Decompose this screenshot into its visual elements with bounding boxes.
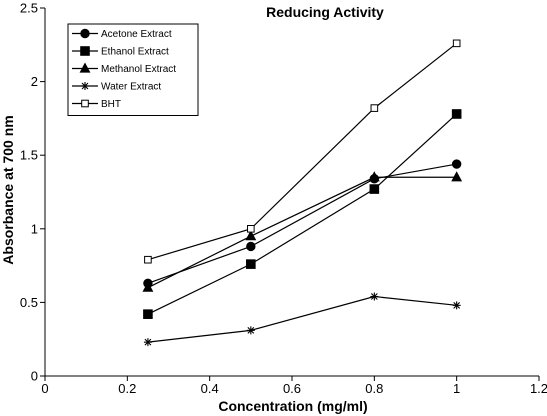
legend-marker-ethanol-extract — [80, 46, 90, 56]
series-line-ethanol-extract — [147, 113, 458, 315]
x-tick-label: 0 — [41, 381, 48, 396]
chart-title: Reducing Activity — [266, 4, 384, 20]
legend-label: Acetone Extract — [101, 29, 172, 40]
data-point-methanol-extract — [142, 281, 154, 292]
data-point-bht — [370, 104, 379, 112]
data-point-water-extract — [370, 292, 379, 301]
axes: 0 0.2 0.4 0.6 0.8 1 1.2 0 0.5 1 1.5 2 2.5 — [20, 1, 547, 397]
series-bht — [144, 39, 461, 264]
data-point-water-extract — [143, 338, 152, 347]
y-tick-label: 2.5 — [20, 1, 38, 16]
data-point-ethanol-extract — [143, 309, 153, 319]
series-methanol-extract — [142, 171, 463, 292]
legend-item-water-extract: Water Extract — [72, 82, 161, 93]
legend-item-methanol-extract: Methanol Extract — [72, 62, 176, 75]
series-line-acetone-extract — [147, 163, 457, 284]
y-tick-label: 2 — [31, 74, 38, 89]
legend-marker-acetone-extract — [80, 28, 90, 39]
series-water-extract — [143, 292, 461, 347]
legend-label: Methanol Extract — [101, 64, 176, 75]
x-tick-label: 1 — [453, 381, 460, 396]
data-point-methanol-extract — [245, 230, 257, 241]
x-tick-label: 0.8 — [365, 381, 383, 396]
y-tick-label: 0.5 — [20, 295, 38, 310]
y-tick-label: 1.5 — [20, 148, 38, 163]
legend-item-acetone-extract: Acetone Extract — [72, 28, 172, 40]
x-tick-label: 0.4 — [201, 381, 219, 396]
legend-item-bht: BHT — [72, 99, 121, 110]
legend-label: Ethanol Extract — [101, 47, 169, 58]
data-point-water-extract — [452, 301, 461, 310]
y-axis-label: Absorbance at 700 nm — [0, 115, 16, 264]
legend-item-ethanol-extract: Ethanol Extract — [72, 46, 169, 58]
y-tick-label: 0 — [31, 369, 38, 384]
y-tick-label: 1 — [31, 221, 38, 236]
legend: Acetone Extract Ethanol Extract Methanol E… — [67, 23, 199, 116]
series-line-bht — [147, 42, 458, 261]
series-line-water-extract — [147, 295, 457, 343]
legend-marker-methanol-extract — [79, 62, 91, 73]
data-point-bht — [144, 255, 152, 264]
series-layer — [142, 39, 463, 347]
data-point-ethanol-extract — [369, 184, 380, 194]
x-tick-label: 1.2 — [530, 381, 547, 396]
series-ethanol-extract — [143, 109, 462, 319]
x-tick-label: 0.6 — [283, 381, 301, 396]
series-line-methanol-extract — [147, 176, 457, 289]
data-point-bht — [452, 39, 461, 48]
data-point-acetone-extract — [451, 159, 462, 169]
data-point-methanol-extract — [451, 171, 463, 182]
legend-box — [67, 23, 199, 116]
legend-label: Water Extract — [101, 82, 161, 93]
data-point-ethanol-extract — [246, 259, 256, 269]
data-point-ethanol-extract — [451, 109, 462, 119]
data-point-bht — [247, 225, 255, 233]
data-point-methanol-extract — [368, 171, 380, 182]
data-point-water-extract — [246, 326, 255, 335]
legend-marker-bht — [81, 99, 89, 108]
legend-label: BHT — [101, 99, 121, 110]
data-point-acetone-extract — [246, 241, 256, 252]
legend-marker-water-extract — [81, 82, 89, 90]
x-axis-label: Concentration (mg/ml) — [218, 398, 367, 414]
x-tick-label: 0.2 — [118, 381, 136, 396]
